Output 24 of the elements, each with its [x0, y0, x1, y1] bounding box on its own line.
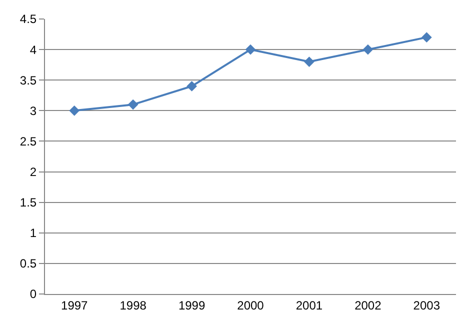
x-tick-label: 1998	[120, 298, 147, 312]
point	[304, 56, 314, 67]
y-tick-label: 4	[30, 42, 37, 57]
x-tick-label: 1997	[61, 298, 88, 312]
y-tick-label: 2	[30, 164, 37, 179]
point	[186, 81, 197, 92]
y-tick-label: 0.5	[20, 256, 37, 271]
point	[128, 99, 138, 110]
y-tick-label: 4.5	[20, 12, 37, 26]
point	[245, 44, 256, 55]
y-tick-label: 1	[30, 226, 37, 240]
y-tick-label: 1.5	[20, 196, 37, 210]
point	[362, 44, 374, 55]
point	[69, 105, 80, 116]
y-tick-label: 3.5	[20, 73, 37, 88]
x-tick-label: 2003	[413, 298, 440, 312]
x-tick-label: 2002	[354, 298, 382, 312]
x-tick-label: 2001	[296, 298, 323, 312]
y-tick-label: 2.5	[20, 134, 37, 148]
x-tick-label: 1999	[178, 298, 206, 312]
x-tick-label: 2000	[237, 298, 264, 312]
y-tick-label: 3	[30, 104, 37, 118]
point	[421, 32, 432, 43]
y-tick-label: 0	[30, 287, 37, 302]
